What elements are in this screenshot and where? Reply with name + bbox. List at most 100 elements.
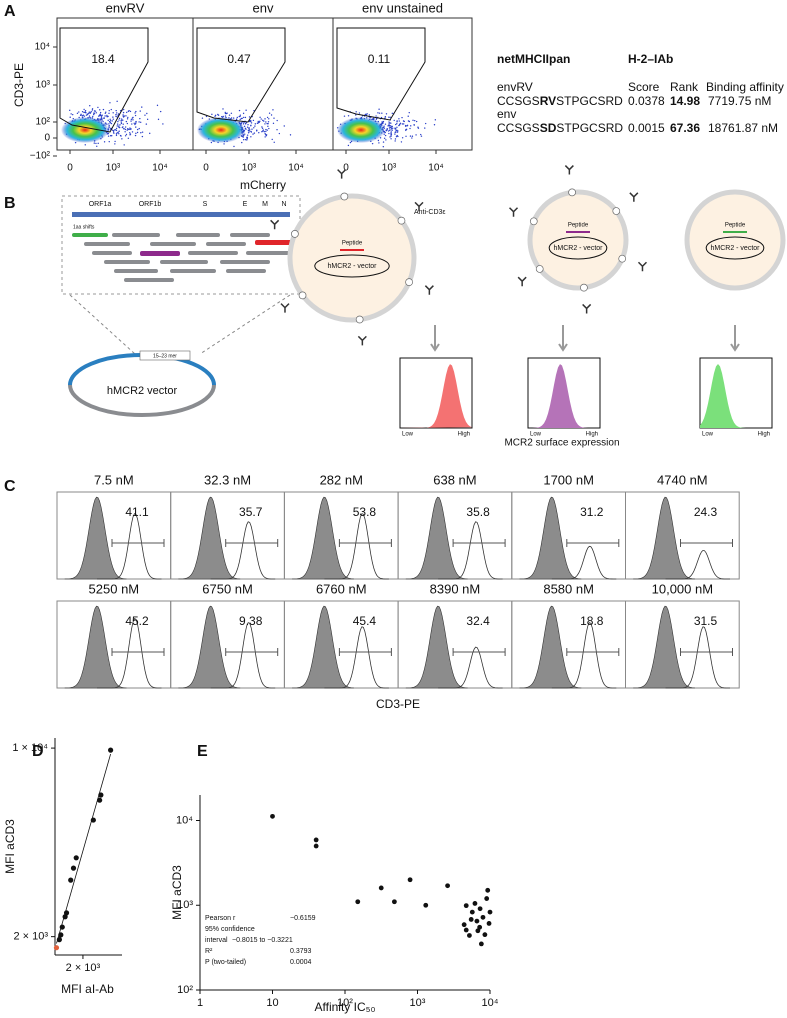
event-dot bbox=[278, 132, 281, 135]
event-dot bbox=[245, 128, 247, 130]
event-dot bbox=[387, 125, 389, 127]
event-dot bbox=[210, 141, 213, 144]
event-dot bbox=[264, 133, 266, 135]
stat-text: R² bbox=[205, 948, 213, 955]
event-dot bbox=[93, 113, 95, 116]
x-tick-label: 10⁴ bbox=[152, 163, 167, 174]
event-dot bbox=[159, 110, 162, 113]
data-point bbox=[484, 896, 490, 901]
event-dot bbox=[243, 121, 245, 124]
event-dot bbox=[123, 144, 125, 146]
event-dot bbox=[108, 125, 110, 127]
x-axis-label: CD3-PE bbox=[376, 697, 420, 711]
event-dot bbox=[268, 127, 270, 130]
event-dot bbox=[124, 135, 127, 137]
hist-peak bbox=[700, 364, 772, 428]
gene-label: ORF1a bbox=[89, 201, 112, 208]
event-dot bbox=[156, 104, 159, 107]
event-dot bbox=[110, 122, 113, 125]
event-dot bbox=[377, 112, 379, 114]
event-dot bbox=[115, 113, 117, 116]
gate-value: 35.7 bbox=[239, 505, 263, 519]
event-dot bbox=[392, 127, 394, 129]
density bbox=[337, 117, 385, 143]
event-dot bbox=[355, 114, 357, 116]
event-dot bbox=[157, 118, 160, 121]
event-dot bbox=[261, 126, 263, 128]
gate-value: 18.8 bbox=[580, 614, 604, 628]
event-dot bbox=[113, 130, 115, 132]
stained-peak bbox=[97, 513, 162, 580]
event-dot bbox=[261, 127, 264, 129]
flow-plot bbox=[197, 108, 292, 148]
event-dot bbox=[260, 118, 262, 120]
event-dot bbox=[366, 113, 368, 115]
event-dot bbox=[404, 125, 407, 127]
score: 0.0378 bbox=[628, 94, 665, 108]
data-point bbox=[461, 922, 467, 928]
y-axis-label: MFI aCD3 bbox=[170, 865, 184, 920]
data-point bbox=[467, 933, 472, 938]
event-dot bbox=[247, 132, 250, 134]
receptor bbox=[568, 188, 576, 197]
event-dot bbox=[117, 113, 120, 115]
y-tick-label: 10² bbox=[36, 117, 51, 128]
event-dot bbox=[390, 125, 392, 127]
receptor bbox=[612, 207, 621, 215]
data-point bbox=[463, 927, 469, 933]
data-point bbox=[53, 945, 60, 951]
data-point bbox=[407, 877, 413, 883]
event-dot bbox=[268, 118, 270, 120]
data-point bbox=[469, 909, 475, 915]
hist-box bbox=[527, 357, 601, 429]
unstained-peak bbox=[64, 605, 127, 689]
x-tick-label: 10⁴ bbox=[482, 997, 499, 1009]
unstained-peak bbox=[633, 496, 696, 580]
event-dot bbox=[97, 142, 99, 145]
event-dot bbox=[383, 137, 386, 139]
data-point bbox=[445, 883, 450, 889]
data-point bbox=[478, 941, 484, 947]
y-tick-label: 10³ bbox=[36, 80, 51, 91]
arrow bbox=[558, 325, 568, 352]
event-dot bbox=[389, 136, 391, 138]
event-dot bbox=[118, 130, 120, 132]
event-dot bbox=[251, 128, 253, 130]
genome-bar bbox=[72, 212, 290, 217]
arrow bbox=[730, 325, 740, 352]
event-dot bbox=[253, 132, 256, 134]
gate-bar bbox=[338, 648, 392, 656]
hist-frame bbox=[283, 600, 399, 689]
sequence-part: CCSGS bbox=[497, 94, 540, 108]
unstained-peak bbox=[633, 605, 696, 689]
gate-value: 31.2 bbox=[580, 505, 604, 519]
gate-value: 53.8 bbox=[353, 505, 377, 519]
sequence-part: RV bbox=[540, 94, 556, 108]
event-dot bbox=[386, 127, 388, 130]
event-dot bbox=[387, 130, 390, 132]
unstained-peak bbox=[519, 605, 582, 689]
antibody-label: Anti-CD3ε bbox=[414, 209, 446, 216]
event-dot bbox=[94, 110, 97, 112]
event-dot bbox=[129, 134, 131, 136]
event-dot bbox=[114, 143, 116, 145]
receptor bbox=[291, 230, 299, 238]
event-dot bbox=[119, 124, 121, 126]
antibody bbox=[629, 192, 639, 202]
event-dot bbox=[390, 138, 392, 140]
event-dot bbox=[241, 117, 243, 120]
event-dot bbox=[394, 133, 396, 135]
event-dot bbox=[396, 134, 398, 137]
event-dot bbox=[347, 144, 350, 147]
density bbox=[197, 117, 245, 143]
receptor bbox=[340, 192, 349, 201]
event-dot bbox=[117, 131, 119, 134]
x-tick-label: 1 bbox=[197, 997, 203, 1009]
event-dot bbox=[343, 115, 346, 117]
hist-title: 5250 nM bbox=[89, 581, 140, 596]
event-dot bbox=[135, 126, 137, 128]
event-dot bbox=[120, 120, 123, 122]
stat-text: 95% confidence bbox=[205, 926, 255, 933]
event-dot bbox=[132, 119, 134, 121]
